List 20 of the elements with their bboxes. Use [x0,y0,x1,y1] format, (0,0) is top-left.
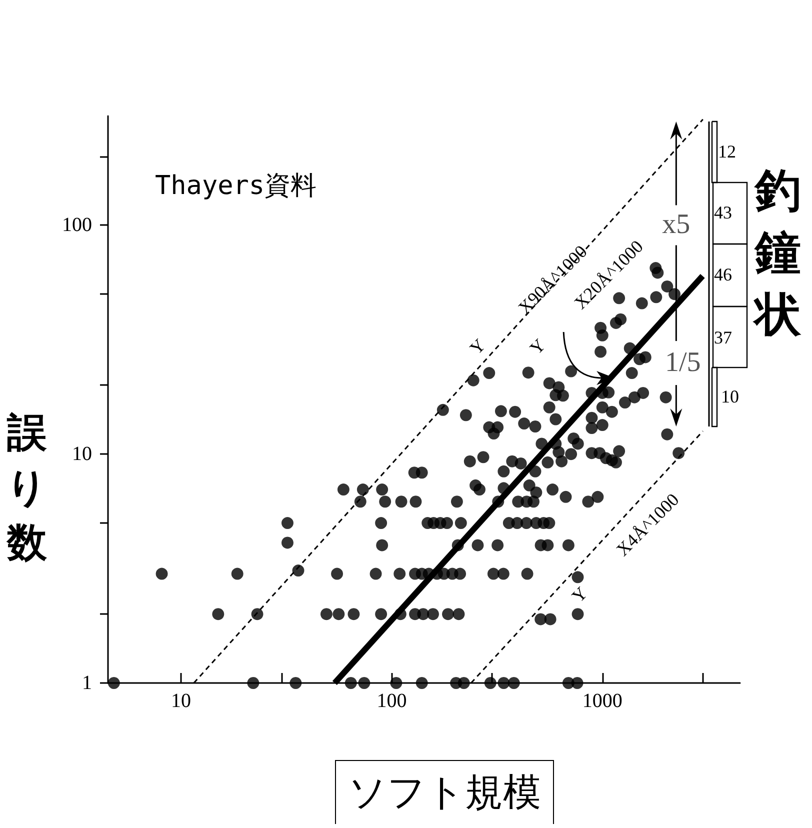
x-axis-title: ソフト規模 [335,760,554,824]
annotation: x5 [660,209,692,242]
y-tick-label: 1 [82,672,92,694]
annotation: 10 [721,386,739,408]
x-tick-label: 100 [376,690,407,712]
y-axis-title: 誤り数 [6,409,48,568]
annotation: Y [568,582,592,608]
y-tick-label: 10 [72,443,92,466]
annotation: 1/5 [662,347,703,380]
annotation: 46 [714,264,732,286]
annotation: Y [526,334,550,360]
annotation: 43 [714,202,732,224]
x-tick-label: 10 [171,690,192,712]
annotation: 37 [714,328,732,348]
x-tick-label: 1000 [582,690,622,712]
annotation: 12 [718,142,736,162]
annotation: Thayers資料 [155,170,317,203]
y-tick-label: 100 [62,214,92,236]
text: 釣鐘状 [754,162,802,343]
annotation: Y [466,334,490,360]
